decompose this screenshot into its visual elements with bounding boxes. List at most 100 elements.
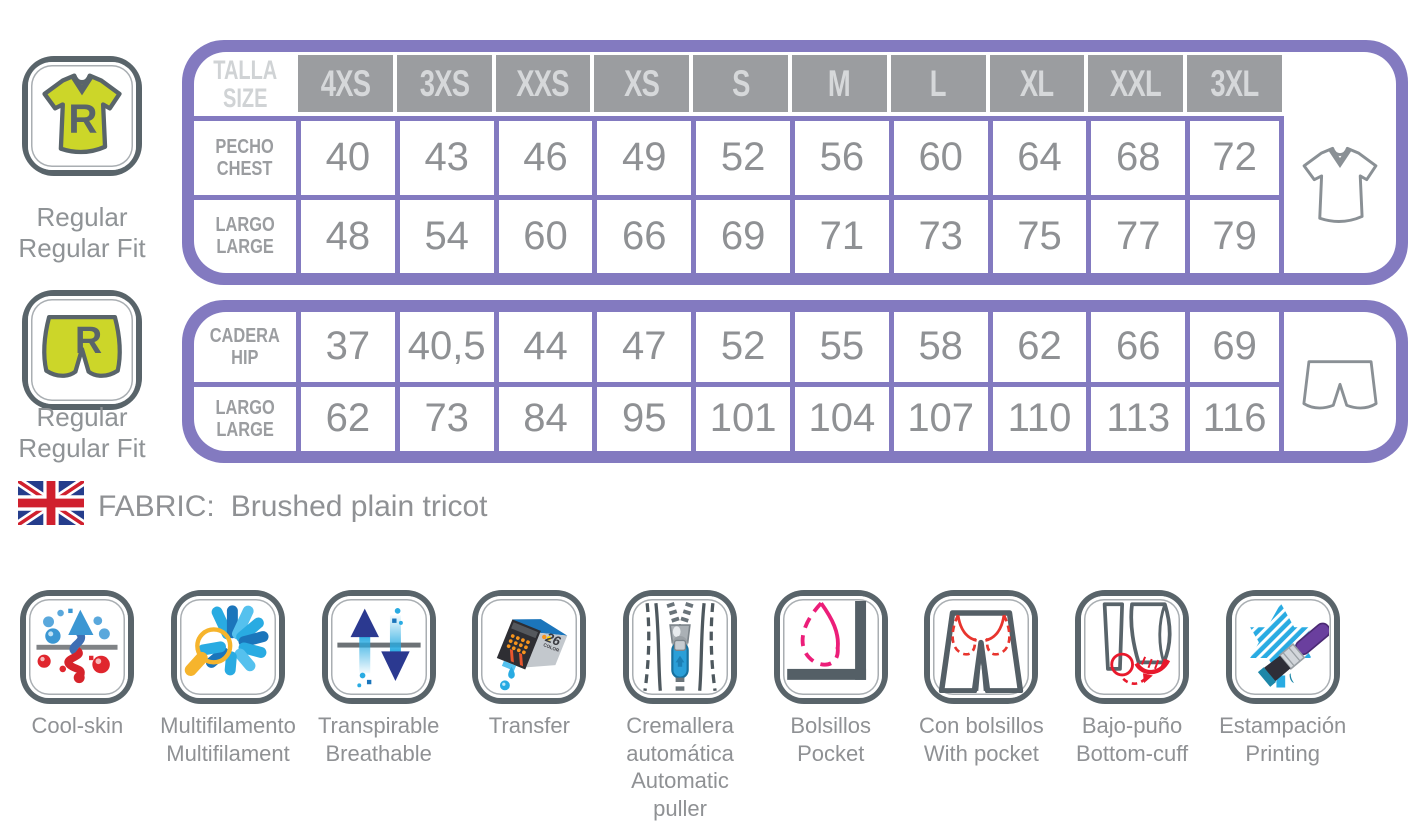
feature-pocket: Bolsillos Pocket	[755, 590, 906, 822]
cool-skin-icon	[26, 596, 129, 698]
feature-breathable: Transpirable Breathable	[303, 590, 454, 822]
shorts-column-icon	[1284, 312, 1396, 451]
fit-letter: R	[68, 95, 97, 141]
length-value: 66	[592, 194, 692, 273]
length-value: 113	[1086, 381, 1186, 451]
length-value: 73	[888, 194, 988, 273]
multifilament-icon	[177, 596, 279, 698]
regular-fit-shirt-icon: R	[28, 62, 136, 170]
printing-icon	[1231, 596, 1334, 698]
length-value: 71	[790, 194, 889, 273]
shirt-size-table: TALLA SIZE 4XS 3XS XXS XS S M L XL XXL 3…	[182, 40, 1408, 285]
shorts-outline-icon	[1302, 359, 1378, 409]
feature-printing: Estampación Printing	[1207, 590, 1358, 822]
with-pocket-icon	[930, 596, 1033, 698]
fabric-line: FABRIC: Brushed plain tricot	[98, 490, 504, 524]
hip-value: 44	[493, 312, 593, 382]
size-corner-label: TALLA SIZE	[212, 54, 277, 113]
length-value: 79	[1185, 194, 1284, 273]
row-label-hip: CADERA HIP	[209, 324, 281, 369]
feature-cool-skin: Cool-skin	[2, 590, 153, 822]
chest-value: 52	[691, 116, 790, 195]
hip-value: 47	[592, 312, 691, 382]
size-header-3xl: 3XL	[1187, 55, 1282, 112]
length-value: 101	[691, 381, 790, 451]
size-header-m: M	[792, 55, 887, 112]
chest-value: 68	[1086, 116, 1186, 195]
size-header-l: L	[890, 55, 986, 112]
hip-value: 66	[1086, 312, 1185, 382]
length-value: 116	[1185, 381, 1284, 451]
hip-value: 40,5	[394, 312, 494, 382]
chest-value: 46	[493, 116, 593, 195]
bottom-cuff-icon	[1081, 596, 1184, 698]
hip-value: 62	[987, 312, 1087, 382]
chest-value: 43	[394, 116, 494, 195]
chest-value: 72	[1185, 116, 1284, 195]
feature-caption: Estampación Printing	[1219, 713, 1347, 766]
length-value: 110	[987, 381, 1087, 451]
length-value: 48	[296, 194, 395, 273]
row-label-length: LARGO LARGE	[194, 381, 296, 452]
feature-multifilament: Multifilamento Multifilament	[153, 590, 304, 822]
feature-bottom-cuff: Bajo-puño Bottom-cuff	[1057, 590, 1208, 822]
length-value: 60	[493, 194, 593, 273]
size-header-s: S	[693, 55, 788, 112]
fit-letter: R	[75, 319, 102, 361]
length-value: 62	[296, 381, 395, 451]
hip-value: 58	[888, 312, 988, 382]
chest-value: 60	[888, 116, 988, 195]
tshirt-outline-icon	[1302, 146, 1378, 223]
feature-caption: Multifilamento Multifilament	[160, 713, 296, 766]
hip-value: 52	[691, 312, 790, 382]
cartridge-color-label: COLOR	[543, 642, 561, 653]
feature-caption: Cremallera automática Automatic puller	[626, 713, 734, 821]
features-row: Cool-skin	[2, 590, 1358, 822]
feature-caption: Transfer	[488, 713, 570, 738]
hip-value: 55	[790, 312, 889, 382]
fabric-value: Brushed plain tricot	[230, 490, 488, 523]
regular-fit-shirt-badge: R	[22, 56, 142, 176]
chest-value: 56	[790, 116, 889, 195]
tshirt-column-icon	[1284, 52, 1396, 273]
row-label-chest: PECHO CHEST	[194, 116, 296, 195]
hip-value: 69	[1185, 312, 1284, 382]
feature-automatic-puller: Cremallera automática Automatic puller	[605, 590, 756, 822]
length-value: 54	[394, 194, 494, 273]
regular-fit-shorts-icon: R	[28, 296, 136, 404]
chest-value: 64	[987, 116, 1087, 195]
uk-flag-icon	[15, 477, 87, 530]
length-value: 84	[493, 381, 593, 451]
size-header-3xs: 3XS	[396, 55, 492, 112]
fabric-label: FABRIC:	[98, 490, 215, 523]
hip-value: 37	[296, 312, 395, 382]
feature-caption: Bolsillos Pocket	[790, 713, 872, 766]
shorts-size-table: CADERA HIP 37 40,5 44 47 52 55 58 62 66 …	[182, 300, 1408, 463]
regular-fit-shorts-label: Regular Regular Fit	[18, 402, 146, 463]
feature-caption: Transpirable Breathable	[317, 713, 440, 766]
transfer-icon: COLOR 26	[478, 596, 581, 698]
row-label-length: LARGO LARGE	[194, 194, 296, 274]
length-value: 69	[691, 194, 790, 273]
length-value: 77	[1086, 194, 1186, 273]
chest-value: 49	[592, 116, 692, 195]
automatic-puller-icon	[629, 596, 732, 698]
length-value: 73	[394, 381, 494, 451]
breathable-icon	[327, 596, 430, 698]
chest-value: 40	[296, 116, 395, 195]
feature-caption: Bajo-puño Bottom-cuff	[1075, 713, 1189, 766]
feature-with-pocket: Con bolsillos With pocket	[906, 590, 1057, 822]
feature-caption: Con bolsillos With pocket	[919, 713, 1044, 766]
length-value: 104	[790, 381, 889, 451]
length-value: 75	[987, 194, 1087, 273]
feature-caption: Cool-skin	[31, 713, 124, 738]
cartridge-number: 26	[543, 629, 564, 649]
regular-fit-shorts-badge: R	[22, 290, 142, 410]
length-value: 107	[888, 381, 988, 451]
size-header-xl: XL	[989, 55, 1085, 112]
shorts-icon: R	[42, 314, 122, 378]
size-header-xxs: XXS	[495, 55, 591, 112]
size-header-xxl: XXL	[1088, 55, 1184, 112]
shirt-icon: R	[42, 73, 122, 155]
